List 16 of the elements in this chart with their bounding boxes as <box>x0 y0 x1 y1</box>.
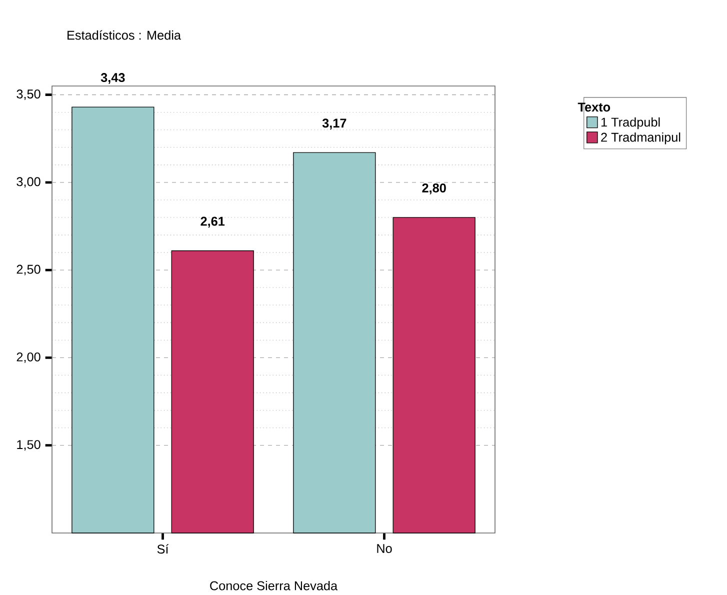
y-tick-label: 3,50 <box>16 90 40 100</box>
chart-title: Estadísticos : Media <box>68 30 182 40</box>
legend-title: Texto <box>578 102 610 112</box>
legend-label: 2 Tradmanipul <box>601 132 680 144</box>
data-label: 3,17 <box>322 118 346 130</box>
y-tick-label: 1,50 <box>17 440 40 451</box>
x-tick-label: No <box>377 544 392 553</box>
x-tick-label: Sí <box>157 544 169 554</box>
legend-label: 1 Tradpubl <box>601 117 660 130</box>
data-label: 2,61 <box>200 216 225 228</box>
data-label: 2,80 <box>422 183 446 194</box>
y-tick-label: 2,00 <box>16 352 40 363</box>
y-tick-label: 3,00 <box>16 177 40 188</box>
data-label: 3,43 <box>100 73 125 84</box>
x-axis-title: Conoce Sierra Nevada <box>210 580 338 590</box>
y-tick-label: 2,50 <box>16 264 40 276</box>
